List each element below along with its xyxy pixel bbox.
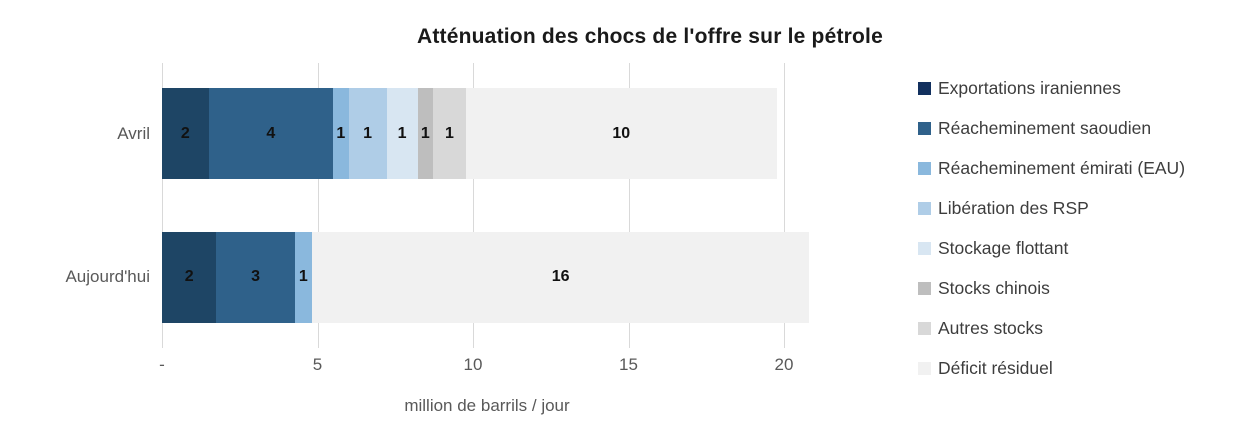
- bar-segment-reacheminement-saoudien: 4: [208, 88, 334, 179]
- legend-swatch-autres-stocks: [918, 321, 931, 335]
- legend-label: Autres stocks: [938, 317, 1044, 338]
- bar-segment-autres-stocks: 1: [433, 88, 466, 179]
- x-tick-label-0: -: [159, 355, 165, 374]
- legend-swatch-stocks-chinois: [918, 281, 931, 295]
- legend-swatch-reacheminement-emirati-eau: [918, 161, 931, 175]
- legend-label: Libération des RSP: [938, 197, 1089, 218]
- bar-value-label: 1: [363, 124, 372, 142]
- bar-aujourd-hui: 2 3 1 16: [162, 231, 810, 323]
- x-tick-label-15: 15: [619, 355, 638, 374]
- bar-value-label: 1: [298, 268, 308, 285]
- bar-segment-deficit-residuel: 16: [311, 231, 810, 323]
- plot-area: 2 4 1 1 1 1 1 10 Avril 2 3 1 16 Aujourd'hui -5 10 15 20 …: [65, 63, 812, 415]
- bar-value-label: 1: [397, 124, 407, 142]
- legend-item-reacheminement-saoudien: Réacheminement saoudien: [918, 108, 1246, 148]
- gridline-x-15: [628, 63, 630, 348]
- bar-segment-reacheminement-saoudien: 3: [216, 231, 295, 323]
- legend-item-reacheminement-emirati-eau: Réacheminement émirati (EAU): [918, 148, 1246, 188]
- legend-swatch-liberation-des-rsp: [918, 201, 931, 215]
- x-tick-label-10: 10: [463, 355, 483, 374]
- gridline-x-10: [473, 63, 474, 348]
- legend-swatch-exportations-iraniennes: [918, 81, 931, 95]
- bar-segment-stocks-chinois: 1: [417, 88, 434, 179]
- legend-label: Réacheminement saoudien: [938, 117, 1152, 138]
- bar-value-label: 2: [180, 124, 190, 142]
- bar-value-label: 3: [251, 268, 261, 285]
- bar-segment-stockage-flottant: 1: [386, 88, 418, 179]
- bar-value-label: 1: [445, 124, 454, 142]
- legend-item-exportations-iraniennes: Exportations iraniennes: [918, 68, 1246, 108]
- bar-value-label: 2: [184, 268, 194, 285]
- x-tick-label-20: 20: [774, 355, 794, 374]
- bar-value-label: 1: [336, 124, 346, 142]
- bar-segment-exportations-iraniennes: 2: [162, 88, 209, 179]
- bar-segment-reacheminement-emirati-eau: 1: [333, 88, 349, 179]
- gridline-x-5: [317, 63, 319, 348]
- bar-value-label: 4: [266, 124, 276, 142]
- legend-swatch-deficit-residuel: [918, 361, 931, 375]
- legend-label: Réacheminement émirati (EAU): [938, 157, 1186, 178]
- bar-segment-reacheminement-emirati-eau: 1: [294, 231, 312, 323]
- gridline-x-0: [162, 63, 163, 348]
- legend-item-deficit-residuel: Déficit résiduel: [918, 348, 1246, 388]
- legend-item-autres-stocks: Autres stocks: [918, 308, 1246, 348]
- legend-item-stockage-flottant: Stockage flottant: [918, 228, 1246, 268]
- bar-value-label: 16: [551, 268, 570, 285]
- legend-label: Stocks chinois: [938, 277, 1050, 298]
- legend-label: Déficit résiduel: [938, 357, 1053, 378]
- legend-label: Exportations iraniennes: [938, 77, 1121, 98]
- x-axis-label: million de barrils / jour: [404, 396, 570, 415]
- legend-swatch-reacheminement-saoudien: [918, 121, 931, 135]
- legend-item-stocks-chinois: Stocks chinois: [918, 268, 1246, 308]
- bar-avril: 2 4 1 1 1 1 1 10: [162, 88, 777, 179]
- legend-swatch-stockage-flottant: [918, 241, 931, 255]
- bar-value-label: 10: [612, 124, 631, 142]
- legend-label: Stockage flottant: [938, 237, 1069, 258]
- bar-segment-deficit-residuel: 10: [465, 88, 777, 179]
- gridline-x-20: [784, 63, 785, 348]
- category-label-aujourd-hui: Aujourd'hui: [65, 267, 150, 286]
- category-label-avril: Avril: [117, 124, 150, 143]
- bar-segment-exportations-iraniennes: 2: [162, 231, 217, 323]
- legend: Exportations iraniennes Réacheminement sa…: [918, 68, 1246, 388]
- x-tick-label-5: 5: [312, 355, 323, 374]
- chart-title: Atténuation des chocs de l'offre sur le …: [417, 25, 883, 48]
- bar-segment-liberation-des-rsp: 1: [348, 88, 387, 179]
- bar-value-label: 1: [420, 124, 430, 142]
- legend-item-liberation-des-rsp: Libération des RSP: [918, 188, 1246, 228]
